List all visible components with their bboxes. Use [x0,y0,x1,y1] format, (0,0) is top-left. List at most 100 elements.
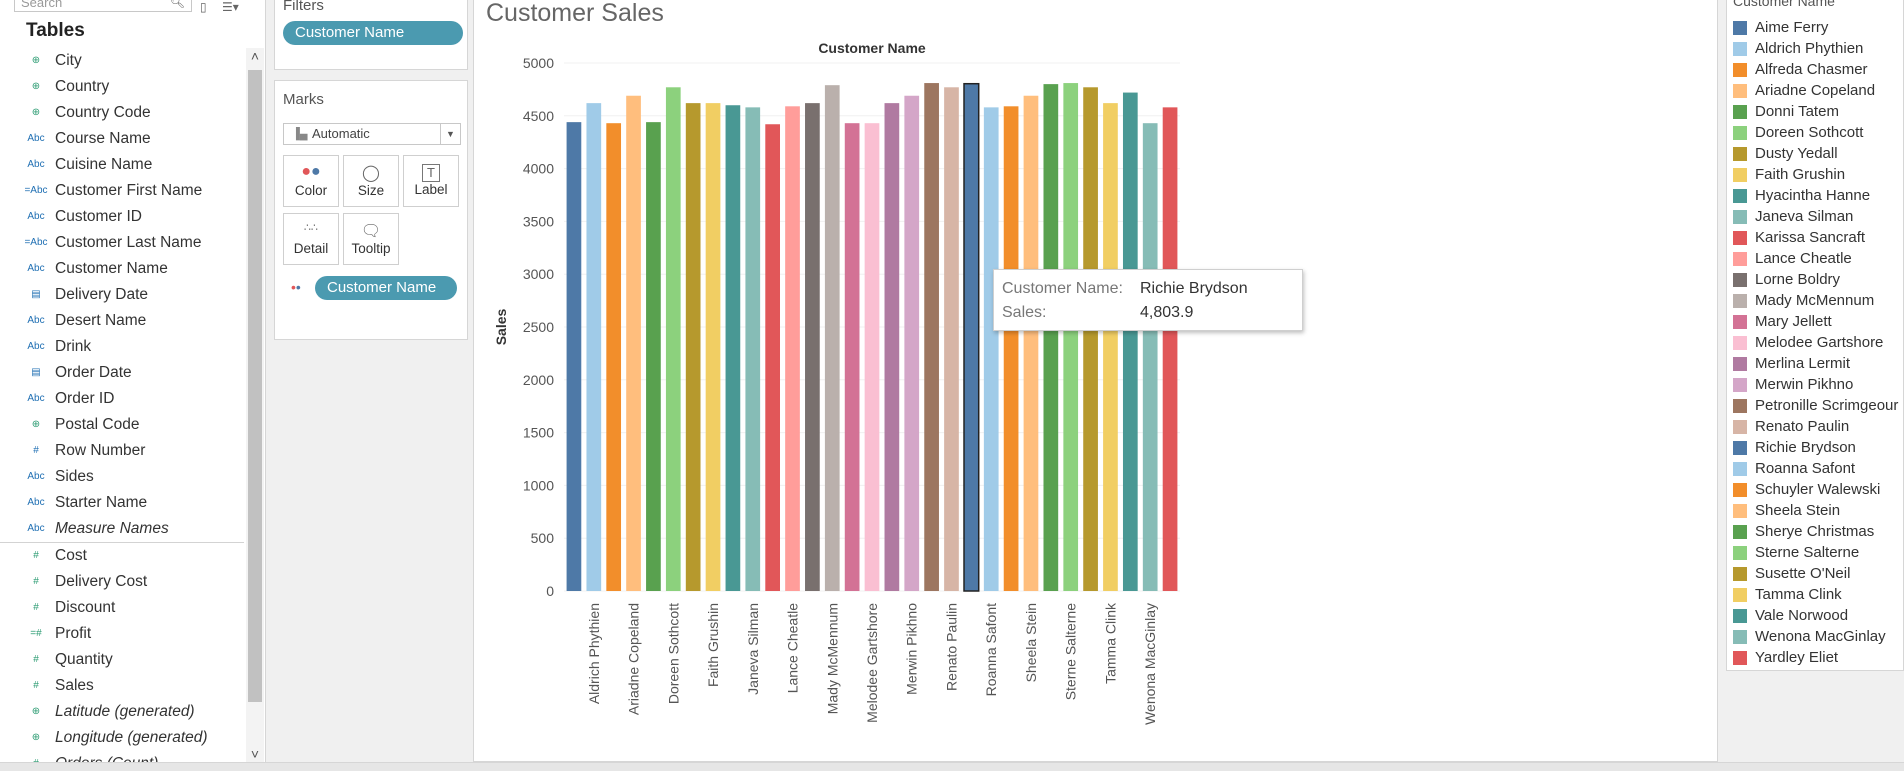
field-item[interactable]: =Abc Customer First Name [0,178,244,204]
bar-yardley-eliet[interactable] [1162,107,1178,592]
bar-melodee-gartshore[interactable] [864,123,880,591]
legend-item[interactable]: Yardley Eliet [1733,647,1903,668]
bar-schuyler-walewski[interactable] [1003,106,1019,592]
scroll-up-icon[interactable]: ˄ [250,48,260,64]
bar-tamma-clink[interactable] [1103,103,1118,592]
legend-item[interactable]: Merlina Lermit [1733,353,1903,374]
scroll-down-icon[interactable]: ˅ [250,746,260,762]
legend-item[interactable]: Ariadne Copeland [1733,80,1903,101]
chevron-down-icon[interactable]: ▼ [440,124,460,144]
field-item[interactable]: Abc Course Name [0,126,244,152]
legend-item[interactable]: Petronille Scrimgeour [1733,395,1903,416]
field-item[interactable]: # Quantity [0,647,244,673]
color-button[interactable]: ●● Color [283,155,339,207]
bar-lance-cheatle[interactable] [785,106,800,592]
field-item[interactable]: ⊕ City [0,48,244,74]
field-item[interactable]: Abc Sides [0,464,244,490]
legend-item[interactable]: Mady McMennum [1733,290,1903,311]
detail-button[interactable]: ∴∴ Detail [283,213,339,265]
search-input[interactable]: Search 🔍︎ [14,0,192,12]
view-options-icon[interactable]: ☰▾ [222,0,239,14]
field-item[interactable]: Abc Desert Name [0,308,244,334]
legend-item[interactable]: Doreen Sothcott [1733,122,1903,143]
field-item[interactable]: =# Profit [0,621,244,647]
label-button[interactable]: T Label [403,155,459,207]
legend-item[interactable]: Alfreda Chasmer [1733,59,1903,80]
bar-merwin-pikhno[interactable] [904,95,920,592]
field-item[interactable]: Abc Starter Name [0,490,244,516]
field-item[interactable]: ⊕ Country [0,74,244,100]
bar-mary-jellett[interactable] [844,123,860,591]
bar-alfreda-chasmer[interactable] [606,123,622,591]
bar-sheela-stein[interactable] [1023,95,1039,592]
bar-merlina-lermit[interactable] [884,103,900,592]
bar-dusty-yedall[interactable] [685,103,701,592]
field-item[interactable]: # Cost [0,543,244,569]
legend-item[interactable]: Merwin Pikhno [1733,374,1903,395]
field-list-scrollbar[interactable]: ˄ ˅ [246,48,264,768]
field-item[interactable]: Abc Customer Name [0,256,244,282]
legend-item[interactable]: Susette O'Neil [1733,563,1903,584]
legend-item[interactable]: Sherye Christmas [1733,521,1903,542]
legend-item[interactable]: Vale Norwood [1733,605,1903,626]
field-item[interactable]: # Discount [0,595,244,621]
field-item[interactable]: ⊕ Postal Code [0,412,244,438]
bar-lorne-boldry[interactable] [805,103,820,592]
legend-item[interactable]: Faith Grushin [1733,164,1903,185]
bar-faith-grushin[interactable] [705,103,721,592]
legend-item[interactable]: Lorne Boldry [1733,269,1903,290]
field-item[interactable]: # Sales [0,673,244,699]
field-item[interactable]: ⊕ Country Code [0,100,244,126]
legend-item[interactable]: Melodee Gartshore [1733,332,1903,353]
field-item[interactable]: Abc Drink [0,334,244,360]
field-item[interactable]: ▤ Delivery Date [0,282,244,308]
legend-item[interactable]: Richie Brydson [1733,437,1903,458]
bar-aime-ferry[interactable] [566,122,582,592]
legend-item[interactable]: Tamma Clink [1733,584,1903,605]
legend-item[interactable]: Wenona MacGinlay [1733,626,1903,647]
field-item[interactable]: ▤ Order Date [0,360,244,386]
bar-petronille-scrimgeour[interactable] [924,83,939,592]
size-button[interactable]: ◯ Size [343,155,399,207]
bar-sterne-salterne[interactable] [1063,83,1079,592]
legend-item[interactable]: Roanna Safont [1733,458,1903,479]
filter-pill-customer-name[interactable]: Customer Name [283,21,463,45]
marks-pill-customer-name[interactable]: Customer Name [315,276,457,300]
legend-item[interactable]: Aime Ferry [1733,17,1903,38]
bar-doreen-sothcott[interactable] [665,87,681,592]
field-item[interactable]: Abc Cuisine Name [0,152,244,178]
field-item[interactable]: # Delivery Cost [0,569,244,595]
legend-item[interactable]: Mary Jellett [1733,311,1903,332]
bar-susette-o-neil[interactable] [1083,87,1098,592]
bar-hyacintha-hanne[interactable] [725,105,741,592]
legend-item[interactable]: Sheela Stein [1733,500,1903,521]
legend-item[interactable]: Janeva Silman [1733,206,1903,227]
bar-sherye-christmas[interactable] [1043,84,1059,592]
legend-item[interactable]: Renato Paulin [1733,416,1903,437]
scroll-thumb[interactable] [248,70,262,702]
field-item[interactable]: # Row Number [0,438,244,464]
field-item[interactable]: Abc Order ID [0,386,244,412]
field-item[interactable]: =Abc Customer Last Name [0,230,244,256]
bar-aldrich-phythien[interactable] [586,103,602,592]
legend-item[interactable]: Aldrich Phythien [1733,38,1903,59]
bar-richie-brydson[interactable] [963,82,980,592]
bar-mady-mcmennum[interactable] [824,85,840,592]
legend-item[interactable]: Hyacintha Hanne [1733,185,1903,206]
field-item[interactable]: Abc Customer ID [0,204,244,230]
bar-karissa-sancraft[interactable] [765,124,780,592]
legend-item[interactable]: Karissa Sancraft [1733,227,1903,248]
bar-donni-tatem[interactable] [646,122,661,592]
mark-type-select[interactable]: ▐▄ Automatic ▼ [283,123,461,145]
bar-ariadne-copeland[interactable] [626,95,641,592]
bar-wenona-macginlay[interactable] [1142,123,1158,591]
field-item[interactable]: ⊕ Latitude (generated) [0,699,244,725]
filter-fields-icon[interactable]: ▯ [200,0,207,14]
bar-janeva-silman[interactable] [745,107,761,592]
search-icon[interactable]: 🔍︎ [169,0,185,9]
bar-vale-norwood[interactable] [1122,92,1138,592]
field-item[interactable]: ⊕ Longitude (generated) [0,725,244,751]
legend-item[interactable]: Sterne Salterne [1733,542,1903,563]
bar-renato-paulin[interactable] [944,87,959,592]
field-item[interactable]: Abc Measure Names [0,516,244,542]
